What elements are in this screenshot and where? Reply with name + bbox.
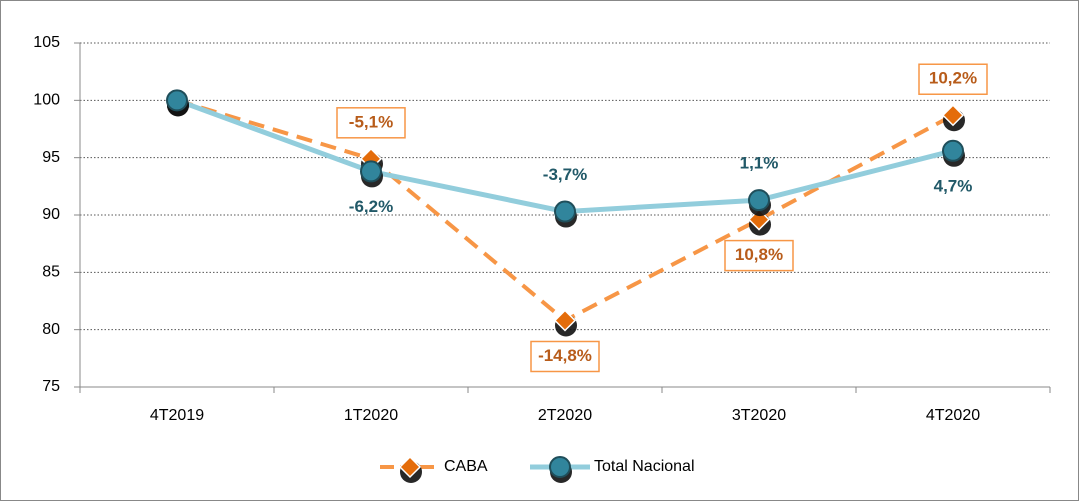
marker xyxy=(549,456,571,478)
data-label: 10,8% xyxy=(735,245,783,264)
data-label: 4,7% xyxy=(934,176,973,195)
label-box xyxy=(336,107,406,139)
label-box xyxy=(918,63,988,95)
legend-label: CABA xyxy=(444,458,488,475)
data-label: -5,1% xyxy=(349,112,393,131)
marker xyxy=(748,189,770,212)
marker xyxy=(360,160,382,183)
marker xyxy=(166,89,188,112)
data-label: -6,2% xyxy=(349,197,393,216)
legend-label: Total Nacional xyxy=(594,458,695,475)
marker xyxy=(553,309,577,332)
x-tick-label: 1T2020 xyxy=(344,407,398,424)
x-tick-label: 3T2020 xyxy=(732,407,786,424)
y-tick-label: 100 xyxy=(33,92,60,109)
data-label: 10,2% xyxy=(929,69,977,88)
x-tick-label: 4T2019 xyxy=(150,407,204,424)
data-label: -14,8% xyxy=(538,346,592,365)
x-tick-label: 2T2020 xyxy=(538,407,592,424)
data-label: -3,7% xyxy=(543,165,587,184)
label-box xyxy=(530,340,600,373)
y-tick-label: 85 xyxy=(42,264,60,281)
data-label: 1,1% xyxy=(740,154,779,173)
label-box xyxy=(724,239,794,272)
y-tick-label: 75 xyxy=(42,378,60,395)
marker xyxy=(398,455,422,479)
marker xyxy=(942,139,964,162)
y-tick-label: 105 xyxy=(33,34,60,51)
marker xyxy=(941,104,965,127)
y-tick-label: 95 xyxy=(42,149,60,166)
x-tick-label: 4T2020 xyxy=(926,407,980,424)
y-tick-label: 90 xyxy=(42,206,60,223)
markers xyxy=(165,89,965,337)
marker xyxy=(554,200,576,223)
y-tick-label: 80 xyxy=(42,321,60,338)
